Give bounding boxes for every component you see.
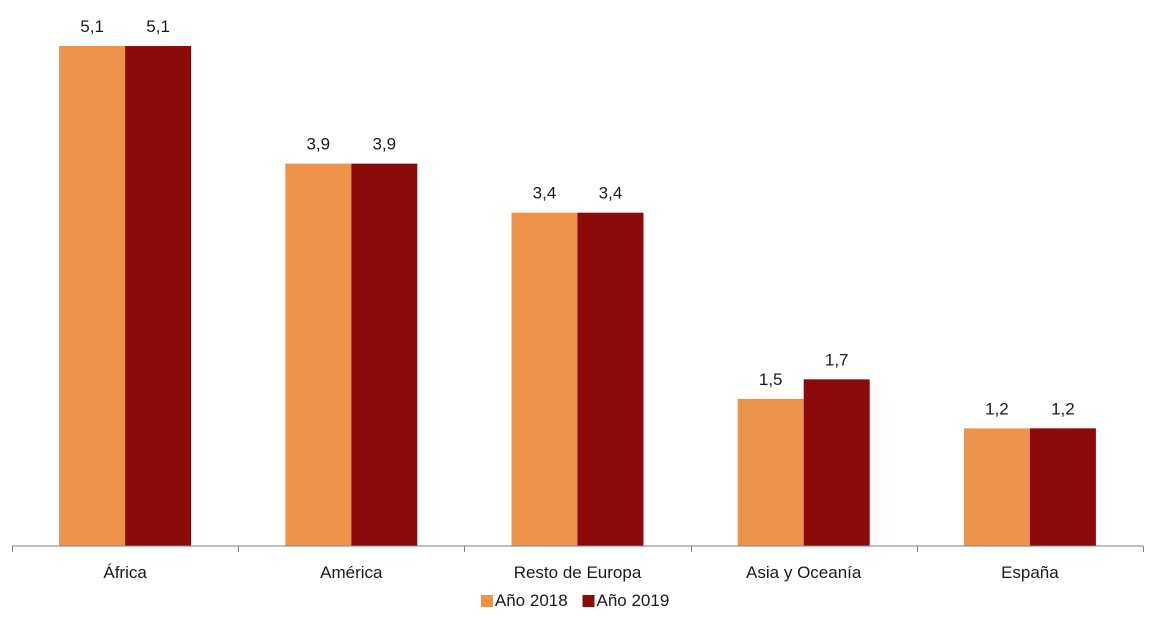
data-label-resto-de-europa-ano-2018: 3,4 [533,184,557,203]
bar-africa-ano-2019 [125,46,192,546]
bar-america-ano-2018 [285,163,352,546]
data-label-america-ano-2019: 3,9 [372,135,396,154]
legend-item-ano-2018: Año 2018 [480,591,568,610]
bar-resto-de-europa-ano-2019 [577,212,644,546]
legend-label: Año 2019 [597,591,670,610]
legend-item-ano-2019: Año 2019 [582,591,670,610]
x-tick-label-resto-de-europa: Resto de Europa [514,563,642,582]
x-tick-labels-group: África América Resto de Europa Asia y Ocean… [103,563,1059,582]
bar-asia-y-oceania-ano-2018 [737,398,804,546]
legend-swatch [582,595,595,607]
data-label-espana-ano-2018: 1,2 [985,399,1009,418]
data-label-asia-y-oceania-ano-2019: 1,7 [825,350,849,369]
data-label-asia-y-oceania-ano-2018: 1,5 [759,370,783,389]
bar-resto-de-europa-ano-2018 [511,212,578,546]
data-label-espana-ano-2019: 1,2 [1051,399,1075,418]
bar-africa-ano-2018 [59,46,126,546]
x-tick-label-asia-y-oceania: Asia y Oceanía [746,563,862,582]
bar-espana-ano-2019 [1029,428,1096,546]
data-label-resto-de-europa-ano-2019: 3,4 [599,184,623,203]
data-label-africa-ano-2018: 5,1 [80,17,104,36]
x-axis [12,545,1144,552]
legend-label: Año 2018 [495,591,568,610]
bar-america-ano-2019 [351,163,418,546]
bars-group [59,46,1096,546]
bar-espana-ano-2018 [963,428,1030,546]
x-tick-label-espana: España [1001,563,1059,582]
bar-asia-y-oceania-ano-2019 [803,379,870,546]
x-tick-label-africa: África [103,563,147,582]
data-label-africa-ano-2019: 5,1 [146,17,170,36]
data-labels-group: 5,1 5,1 3,9 3,9 3,4 3,4 1,5 1,7 1,2 1,2 [80,17,1074,418]
data-label-america-ano-2018: 3,9 [306,135,330,154]
legend: Año 2018 Año 2019 [480,591,670,610]
x-tick-label-america: América [320,563,383,582]
legend-swatch [480,595,493,607]
